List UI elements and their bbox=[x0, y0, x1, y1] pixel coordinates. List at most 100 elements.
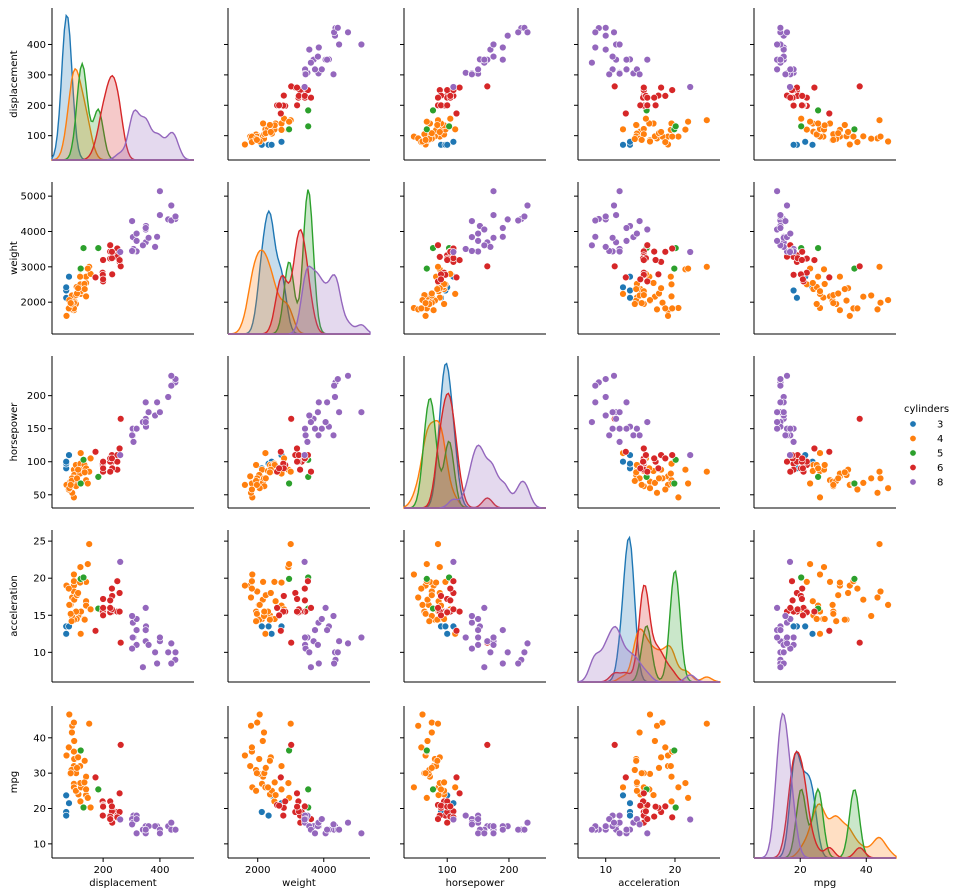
point-cyl-8 bbox=[344, 372, 352, 380]
point-cyl-4 bbox=[436, 128, 444, 136]
point-cyl-3 bbox=[441, 622, 450, 631]
point-cyl-8 bbox=[588, 241, 596, 250]
point-cyl-4 bbox=[434, 263, 442, 271]
point-cyl-4 bbox=[80, 285, 89, 293]
legend-label-8: 8 bbox=[937, 478, 943, 489]
point-cyl-8 bbox=[783, 639, 791, 648]
panel-displacement-vs-acceleration bbox=[574, 8, 720, 161]
point-cyl-6 bbox=[643, 101, 651, 110]
point-cyl-8 bbox=[167, 372, 176, 380]
point-cyl-4 bbox=[434, 719, 442, 728]
point-cyl-8 bbox=[462, 633, 470, 642]
y-tick-label: 20 bbox=[33, 804, 46, 815]
point-cyl-3 bbox=[789, 286, 798, 295]
point-cyl-4 bbox=[631, 766, 639, 774]
panel-weight-vs-mpg bbox=[750, 182, 896, 335]
panel-acceleration-vs-mpg bbox=[750, 530, 896, 683]
point-cyl-6 bbox=[307, 93, 315, 102]
point-cyl-4 bbox=[67, 617, 76, 625]
point-cyl-3 bbox=[619, 458, 627, 466]
point-cyl-4 bbox=[73, 474, 81, 482]
point-cyl-3 bbox=[258, 622, 266, 631]
point-cyl-4 bbox=[876, 474, 885, 482]
point-cyl-8 bbox=[164, 648, 172, 656]
point-cyl-8 bbox=[615, 829, 624, 837]
point-cyl-6 bbox=[610, 262, 619, 270]
point-cyl-4 bbox=[82, 292, 90, 301]
point-cyl-4 bbox=[429, 306, 438, 314]
point-cyl-4 bbox=[260, 607, 268, 616]
point-cyl-4 bbox=[425, 617, 433, 625]
point-cyl-4 bbox=[646, 296, 654, 304]
point-cyl-6 bbox=[810, 256, 819, 264]
point-cyl-4 bbox=[820, 615, 829, 623]
point-cyl-6 bbox=[434, 604, 442, 612]
point-cyl-5 bbox=[429, 785, 437, 794]
point-cyl-6 bbox=[275, 611, 283, 619]
point-cyl-5 bbox=[670, 746, 678, 755]
point-cyl-5 bbox=[94, 244, 103, 252]
point-cyl-4 bbox=[421, 610, 430, 618]
point-cyl-6 bbox=[277, 448, 285, 456]
y-tick-label: 200 bbox=[27, 101, 46, 112]
point-cyl-3 bbox=[267, 141, 276, 149]
point-cyl-8 bbox=[591, 233, 599, 241]
point-cyl-6 bbox=[91, 448, 100, 456]
point-cyl-6 bbox=[651, 256, 660, 264]
point-cyl-5 bbox=[671, 122, 680, 131]
point-cyl-8 bbox=[474, 815, 482, 823]
point-cyl-8 bbox=[128, 431, 136, 439]
kde-mpg-cyl-8 bbox=[754, 712, 896, 859]
point-cyl-4 bbox=[632, 285, 640, 293]
legend-label-4: 4 bbox=[937, 434, 943, 445]
point-cyl-6 bbox=[483, 262, 491, 270]
point-cyl-4 bbox=[667, 469, 675, 478]
point-cyl-5 bbox=[797, 122, 805, 131]
point-cyl-8 bbox=[615, 247, 624, 256]
point-cyl-8 bbox=[776, 382, 785, 390]
point-cyl-8 bbox=[128, 247, 136, 255]
y-tick-label: 15 bbox=[33, 611, 46, 622]
point-cyl-8 bbox=[167, 659, 176, 668]
x-tick-label: 40 bbox=[860, 865, 873, 876]
point-cyl-8 bbox=[315, 659, 323, 668]
point-cyl-8 bbox=[520, 212, 529, 221]
point-cyl-6 bbox=[293, 789, 301, 797]
point-cyl-8 bbox=[781, 612, 790, 620]
point-cyl-8 bbox=[773, 408, 781, 416]
point-cyl-4 bbox=[631, 135, 639, 143]
panel-mpg-vs-displacement: 200 400 displacement 10 20 30 40 mpg bbox=[9, 706, 194, 889]
point-cyl-5 bbox=[423, 575, 431, 583]
point-cyl-6 bbox=[622, 273, 630, 282]
point-cyl-8 bbox=[474, 65, 482, 74]
point-cyl-4 bbox=[836, 306, 844, 314]
point-cyl-4 bbox=[651, 479, 659, 487]
point-cyl-8 bbox=[601, 24, 610, 32]
point-cyl-6 bbox=[280, 592, 288, 600]
point-cyl-8 bbox=[615, 811, 624, 820]
point-cyl-6 bbox=[443, 608, 451, 616]
point-cyl-4 bbox=[646, 710, 654, 719]
point-cyl-4 bbox=[66, 299, 75, 307]
point-cyl-4 bbox=[876, 299, 885, 307]
point-cyl-8 bbox=[615, 187, 624, 195]
x-tick-label: 4000 bbox=[311, 865, 336, 876]
point-cyl-4 bbox=[271, 597, 280, 605]
point-cyl-6 bbox=[636, 275, 644, 283]
point-cyl-3 bbox=[65, 451, 73, 459]
point-cyl-4 bbox=[65, 710, 74, 719]
point-cyl-6 bbox=[640, 83, 648, 92]
point-cyl-4 bbox=[844, 128, 852, 136]
point-cyl-4 bbox=[803, 578, 811, 586]
point-cyl-4 bbox=[70, 577, 78, 585]
point-cyl-8 bbox=[489, 187, 498, 195]
point-cyl-6 bbox=[640, 789, 648, 797]
point-cyl-8 bbox=[167, 818, 176, 827]
point-cyl-6 bbox=[657, 83, 665, 92]
point-cyl-4 bbox=[423, 117, 431, 126]
point-cyl-4 bbox=[246, 762, 254, 770]
point-cyl-6 bbox=[622, 109, 630, 118]
point-cyl-8 bbox=[329, 612, 338, 620]
point-cyl-4 bbox=[653, 722, 661, 730]
point-cyl-8 bbox=[315, 43, 323, 52]
